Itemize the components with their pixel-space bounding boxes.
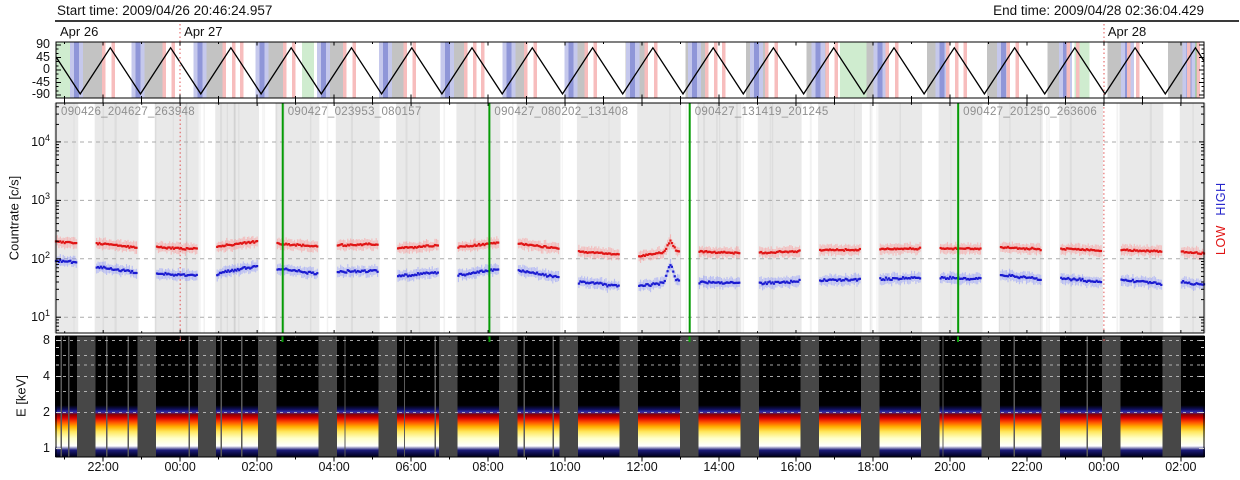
energy-y-tick-label: 4 bbox=[43, 368, 50, 383]
energy-y-tick-label: 8 bbox=[43, 332, 50, 347]
end-time-label: End time: 2009/04/28 02:36:04.429 bbox=[993, 3, 1204, 18]
file-segment-label: 090427_023953_080157 bbox=[287, 106, 422, 118]
date-label-apr27: Apr 27 bbox=[184, 24, 223, 39]
x-tick-label: 00:00 bbox=[164, 460, 196, 474]
pointing-panel bbox=[55, 24, 1205, 103]
legend-high-label: HIGH bbox=[1214, 182, 1228, 216]
x-tick-label: 16:00 bbox=[780, 460, 812, 474]
pointing-y-tick-label: 90 bbox=[36, 37, 50, 51]
date-label-apr26: Apr 26 bbox=[60, 24, 99, 39]
x-tick-label: 08:00 bbox=[472, 460, 504, 474]
energy-y-tick-label: 1 bbox=[43, 440, 50, 455]
countrate-axis-title: Countrate [c/s] bbox=[6, 175, 22, 261]
countrate-y-tick-label: 103 bbox=[31, 191, 50, 208]
file-segment-label: 090427_080202_131408 bbox=[494, 106, 629, 118]
x-tick-label: 12:00 bbox=[626, 460, 658, 474]
legend-low-label: LOW bbox=[1214, 225, 1228, 255]
file-segment-label: 090427_131419_201245 bbox=[694, 106, 829, 118]
countrate-y-tick-label: 101 bbox=[31, 308, 50, 325]
x-tick-label: 22:00 bbox=[87, 460, 119, 474]
countrate-panel bbox=[54, 102, 1206, 334]
x-tick-label: 00:00 bbox=[1088, 460, 1120, 474]
x-tick-label: 02:00 bbox=[241, 460, 273, 474]
pointing-y-tick-label: -45 bbox=[31, 74, 50, 89]
pointing-y-tick-label: 45 bbox=[36, 49, 50, 64]
file-segment-label: 090427_201250_263606 bbox=[963, 106, 1098, 118]
pointing-y-tick-label: 0 bbox=[43, 62, 50, 76]
x-tick-label: 04:00 bbox=[318, 460, 350, 474]
x-tick-label: 18:00 bbox=[857, 460, 889, 474]
x-tick-label: 20:00 bbox=[934, 460, 966, 474]
countrate-y-tick-label: 104 bbox=[31, 132, 50, 150]
title-separator bbox=[55, 20, 1239, 22]
start-time-label: Start time: 2009/04/26 20:46:24.957 bbox=[57, 3, 273, 18]
x-tick-label: 06:00 bbox=[395, 460, 427, 474]
date-label-apr28: Apr 28 bbox=[1107, 24, 1147, 39]
x-tick-label: 14:00 bbox=[703, 460, 735, 474]
x-tick-label: 22:00 bbox=[1011, 460, 1043, 474]
x-tick-label: 02:00 bbox=[1165, 460, 1197, 474]
x-tick-label: 10:00 bbox=[549, 460, 581, 474]
countrate-y-tick-label: 102 bbox=[31, 249, 50, 266]
file-segment-label: 090426_204627_263948 bbox=[61, 106, 195, 118]
spectrogram-panel bbox=[55, 335, 1205, 462]
energy-y-tick-label: 2 bbox=[43, 404, 50, 419]
pointing-y-tick-label: -90 bbox=[31, 87, 50, 101]
